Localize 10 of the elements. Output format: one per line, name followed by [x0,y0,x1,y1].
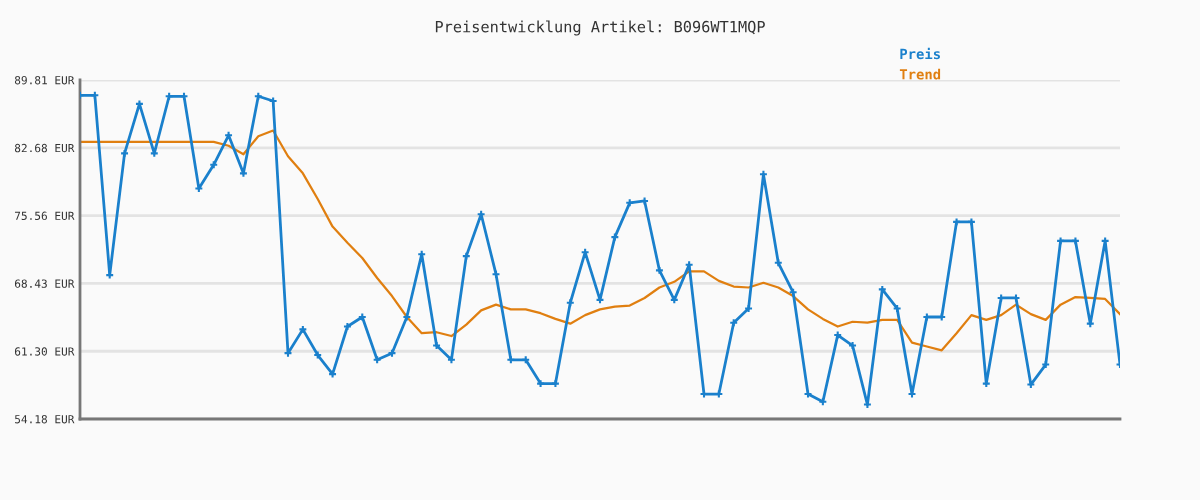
text: Trend [899,68,941,80]
y-tick-label: 68.43 EUR [14,279,75,288]
line-series [80,129,1120,352]
y-tick-label: 82.68 EUR [14,143,75,153]
y-tick-label: 89.81 EUR [14,76,75,85]
y-tick-label: 75.56 EUR [14,211,75,220]
y-tick-label: 61.30 EUR [14,347,75,356]
y-tick-label: 54.18 EUR [15,415,75,424]
text: Preis [900,47,940,60]
chart-title: Preisentwicklung Artikel: B096WT1MQP [435,20,765,36]
